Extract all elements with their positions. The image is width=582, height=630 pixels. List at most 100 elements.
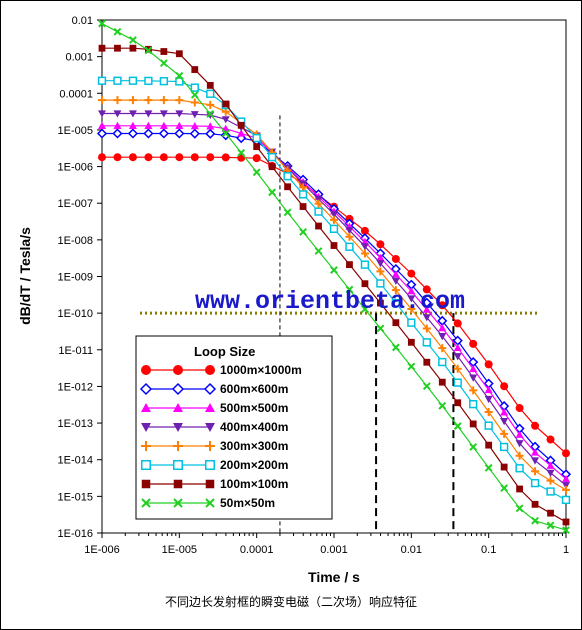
triangle-marker xyxy=(144,121,153,129)
triangle-marker xyxy=(206,122,215,130)
square-marker xyxy=(361,280,369,288)
plus-marker xyxy=(469,386,478,395)
square-marker xyxy=(175,50,183,58)
data-series xyxy=(96,19,572,535)
circle-marker xyxy=(175,153,184,162)
square-marker xyxy=(284,183,291,191)
square-marker xyxy=(562,518,570,526)
square-open-marker xyxy=(159,77,169,86)
square-marker xyxy=(114,44,121,52)
triangle-down-marker xyxy=(175,110,184,118)
triangle-down-marker xyxy=(438,333,447,341)
triangle-marker xyxy=(469,364,478,373)
triangle-marker xyxy=(500,408,509,416)
triangle-marker xyxy=(391,270,400,278)
square-open-marker xyxy=(141,460,151,470)
watermark-text: www.orientbeta.com xyxy=(195,287,465,316)
plus-marker xyxy=(128,96,137,105)
circle-marker xyxy=(205,365,215,375)
plus-marker xyxy=(190,98,199,107)
plus-marker xyxy=(515,451,524,460)
triangle-marker xyxy=(453,343,462,352)
square-marker xyxy=(469,420,477,428)
triangle-marker xyxy=(546,461,555,469)
square-marker xyxy=(253,143,261,151)
triangle-down-marker xyxy=(562,482,570,490)
figure-caption: 不同边长发射框的瞬变电磁（二次场）响应特征 xyxy=(165,594,417,609)
x-tick-label: 0.001 xyxy=(320,544,348,556)
diamond-marker xyxy=(220,130,231,141)
square-marker xyxy=(438,378,446,386)
triangle-marker xyxy=(113,121,122,129)
y-tick-label: 0.01 xyxy=(72,15,93,27)
triangle-down-marker xyxy=(144,110,153,118)
x-tick-label: 0.0001 xyxy=(240,544,274,556)
legend-entry: 300m×300m xyxy=(141,439,288,453)
triangle-marker xyxy=(237,129,246,137)
x-marker xyxy=(237,148,246,157)
x-marker xyxy=(98,19,106,28)
x-marker xyxy=(268,188,277,197)
y-tick-label: 1E-012 xyxy=(58,381,93,393)
plus-marker xyxy=(159,96,168,105)
legend-entry: 400m×400m xyxy=(141,420,288,434)
x-marker xyxy=(206,110,215,118)
x-marker xyxy=(330,266,338,274)
square-open-marker xyxy=(484,421,493,430)
square-marker xyxy=(407,338,415,346)
triangle-down-marker xyxy=(469,374,478,382)
square-marker xyxy=(141,479,151,489)
triangle-down-marker xyxy=(98,110,106,118)
x-marker xyxy=(205,498,215,508)
circle-marker xyxy=(360,226,369,235)
square-open-marker xyxy=(345,242,354,251)
y-tick-label: 0.0001 xyxy=(59,88,93,100)
diamond-marker xyxy=(127,128,138,139)
square-open-marker xyxy=(144,76,153,86)
plus-marker xyxy=(113,96,122,105)
square-open-marker xyxy=(376,279,385,288)
triangle-marker xyxy=(98,121,106,129)
diamond-marker xyxy=(96,128,108,139)
x-marker xyxy=(173,498,183,508)
plus-marker xyxy=(299,183,308,192)
plus-marker xyxy=(391,286,400,295)
plus-marker xyxy=(376,267,385,276)
square-open-marker xyxy=(407,318,416,327)
square-marker xyxy=(516,485,523,493)
legend-entry: 50m×50m xyxy=(141,496,275,510)
y-tick-label: 1E-015 xyxy=(58,491,93,503)
legend-label: 600m×600m xyxy=(220,382,288,396)
triangle-marker xyxy=(484,385,493,394)
triangle-marker xyxy=(376,253,385,261)
x-marker xyxy=(469,443,478,451)
triangle-down-marker xyxy=(360,243,369,251)
legend-label: 100m×100m xyxy=(220,477,288,491)
plus-marker xyxy=(546,476,555,485)
diamond-marker xyxy=(112,128,123,139)
x-marker xyxy=(159,59,168,68)
legend-entry: 500m×500m xyxy=(141,401,288,415)
x-tick-label: 0.1 xyxy=(481,544,496,556)
reference-lines xyxy=(140,115,540,533)
triangle-down-marker xyxy=(330,211,338,219)
x-marker xyxy=(361,305,369,313)
x-marker xyxy=(345,285,354,294)
circle-marker xyxy=(391,254,400,263)
square-marker xyxy=(330,242,338,249)
plus-marker xyxy=(330,215,338,224)
square-marker xyxy=(98,44,106,52)
x-tick-label: 1 xyxy=(563,544,569,556)
x-marker xyxy=(438,401,447,410)
square-open-marker xyxy=(283,172,292,181)
square-open-marker xyxy=(422,338,431,347)
y-tick-label: 1E-008 xyxy=(58,235,93,247)
circle-marker xyxy=(515,404,524,413)
x-tick-label: 1E-005 xyxy=(162,544,197,556)
plus-marker xyxy=(422,324,431,333)
plus-marker xyxy=(345,232,354,241)
x-marker xyxy=(221,129,230,138)
square-marker xyxy=(299,203,307,210)
x-marker xyxy=(314,247,323,255)
